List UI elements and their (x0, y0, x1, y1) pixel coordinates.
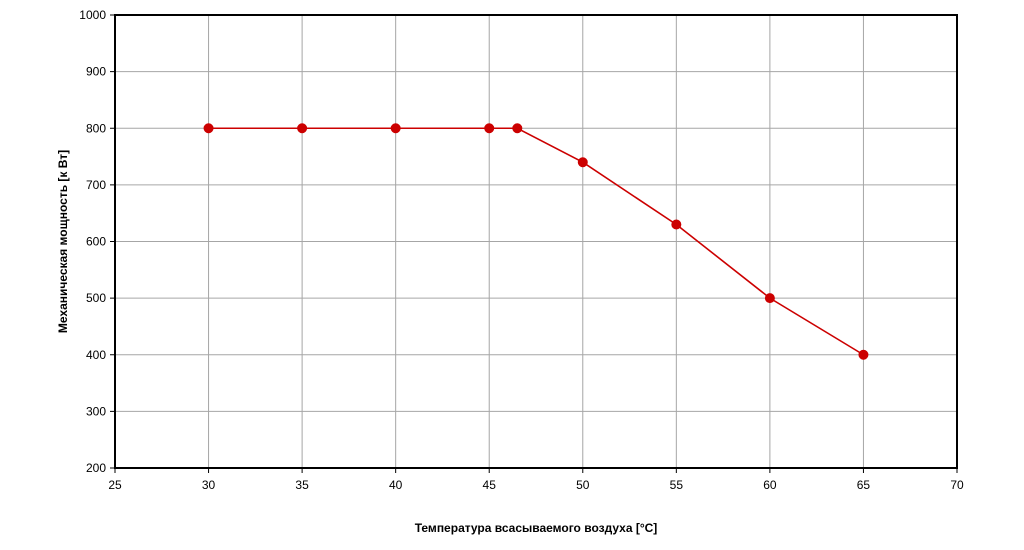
y-tick-label: 800 (86, 121, 106, 135)
x-tick-label: 35 (295, 478, 309, 492)
y-tick-label: 1000 (79, 8, 106, 22)
x-tick-label: 55 (670, 478, 684, 492)
data-point (577, 157, 588, 168)
y-tick-label: 500 (86, 291, 106, 305)
plot-area-frame (114, 14, 958, 469)
x-axis-title: Температура всасываемого воздуха [°C] (415, 521, 658, 535)
data-point (512, 123, 523, 134)
y-axis-title: Механическая мощность [к Вт] (56, 150, 70, 333)
y-tick-label: 400 (86, 348, 106, 362)
data-point (484, 123, 495, 134)
x-tick-label: 25 (108, 478, 122, 492)
x-tick-label: 70 (950, 478, 964, 492)
x-tick-label: 45 (483, 478, 497, 492)
x-tick-labels: 25 30 35 40 45 50 55 60 65 70 (108, 478, 964, 492)
data-point (764, 293, 775, 304)
grid-layer (110, 14, 958, 473)
x-tick-label: 40 (389, 478, 403, 492)
data-point (390, 123, 401, 134)
data-point (297, 123, 308, 134)
x-tick-label: 30 (202, 478, 216, 492)
data-point (858, 349, 869, 360)
x-tick-label: 60 (763, 478, 777, 492)
y-tick-label: 700 (86, 178, 106, 192)
y-tick-labels: 200 300 400 500 600 700 800 900 1000 (79, 8, 106, 475)
y-tick-label: 200 (86, 461, 106, 475)
x-tick-label: 65 (857, 478, 871, 492)
x-tick-label: 50 (576, 478, 590, 492)
y-tick-label: 900 (86, 65, 106, 79)
y-tick-label: 600 (86, 235, 106, 249)
data-point (203, 123, 214, 134)
data-point (671, 219, 682, 230)
y-tick-label: 300 (86, 404, 106, 418)
series-layer (203, 123, 869, 360)
